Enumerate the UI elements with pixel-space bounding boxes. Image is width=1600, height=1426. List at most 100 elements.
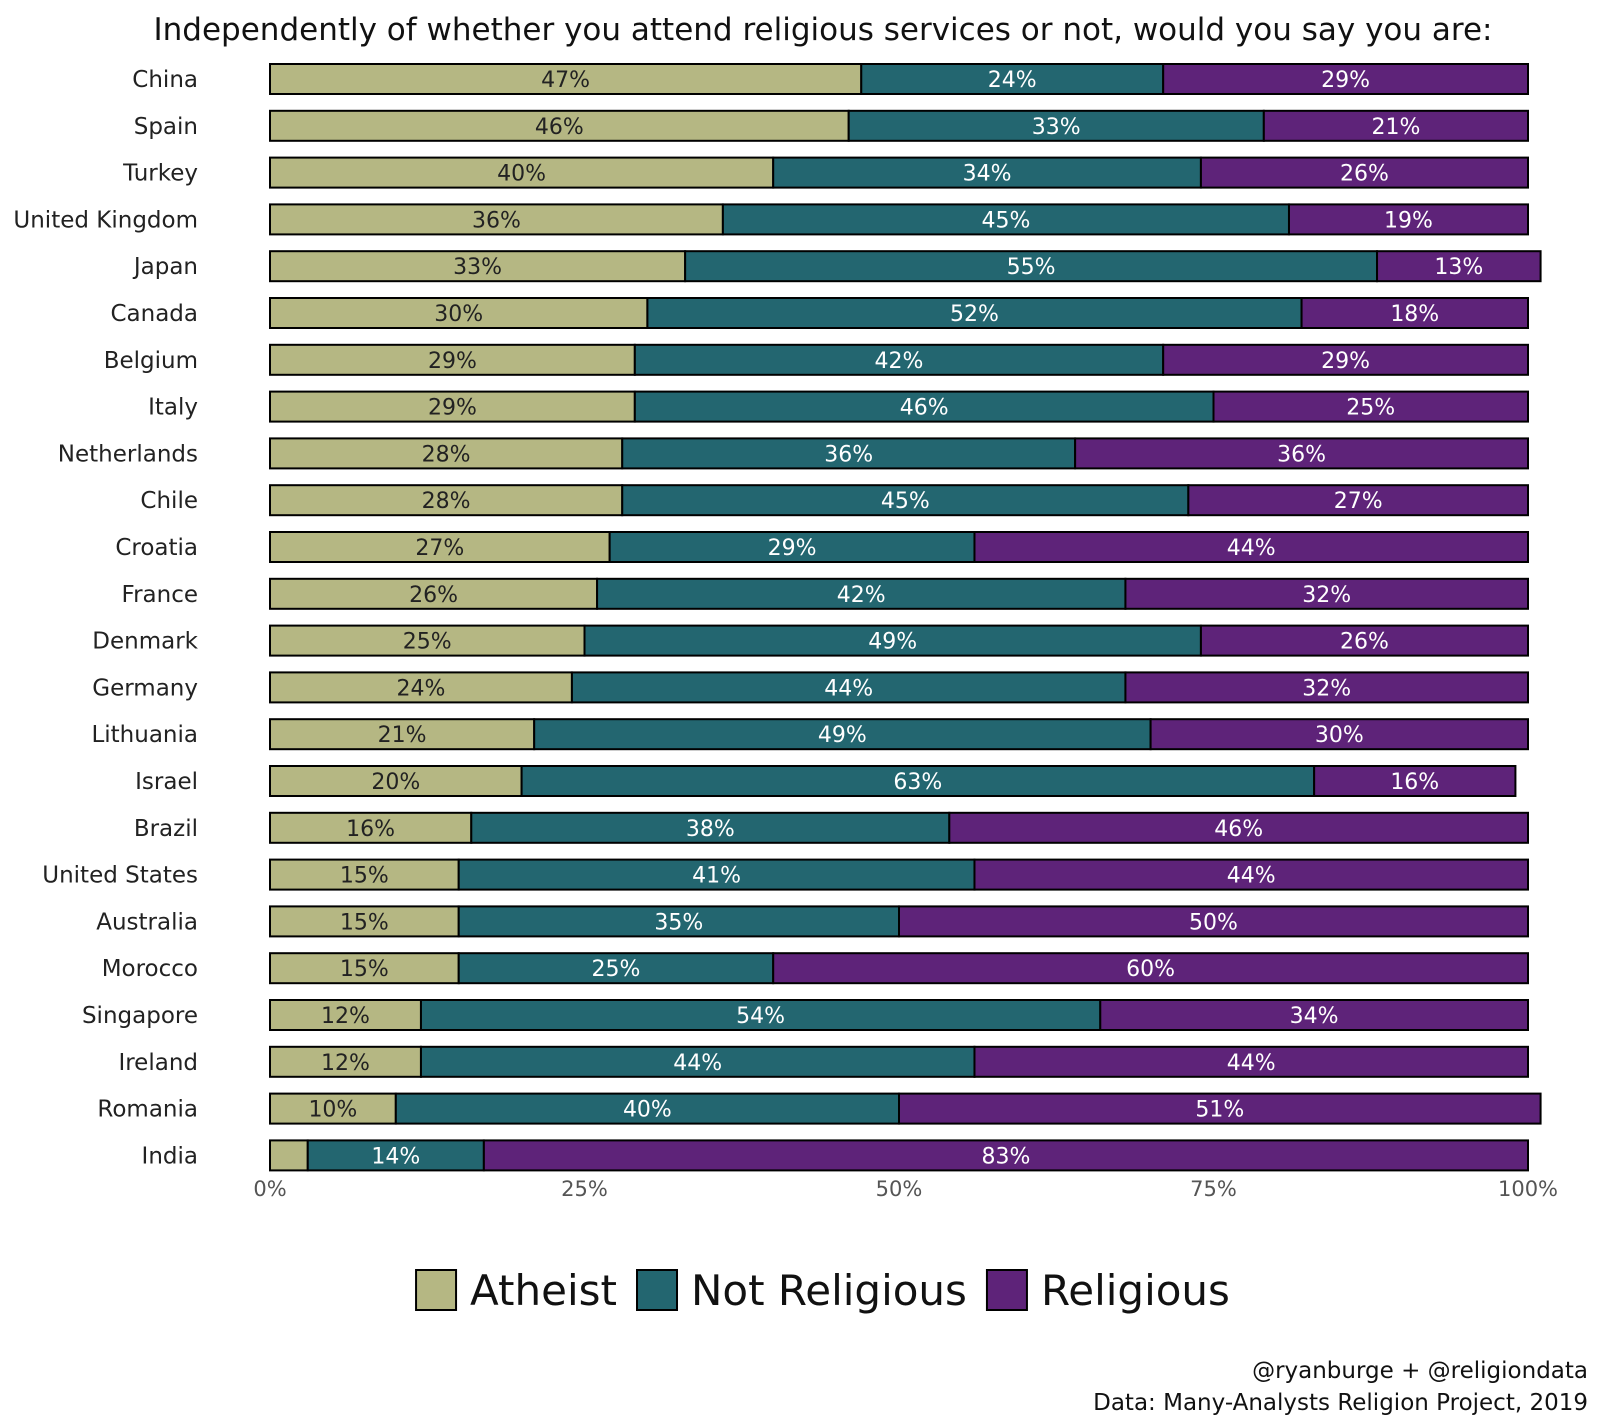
bar-row-united-kingdom: 36% 45% 19%	[269, 203, 1529, 236]
legend-item-religious: Religious	[985, 1266, 1230, 1315]
data-label-religious-turkey: 26%	[1340, 162, 1389, 187]
data-label-not-religious-india: 14%	[371, 1144, 420, 1169]
bar-row-united-states: 15% 41% 44%	[269, 858, 1529, 891]
data-label-atheist-israel: 20%	[371, 770, 420, 795]
bar-not-religious-united-states	[457, 858, 976, 891]
data-label-not-religious-italy: 46%	[900, 396, 949, 421]
country-label-morocco: Morocco	[102, 956, 198, 982]
bars-layer: 47% 24% 29% 46% 33% 21% 40% 34% 26% 36% 45% 19% 33% 5…	[269, 63, 1542, 1172]
bar-atheist-netherlands	[269, 437, 624, 470]
x-tick-label-75: 75%	[1190, 1177, 1237, 1201]
data-label-religious-israel: 16%	[1390, 770, 1439, 795]
bar-not-religious-germany	[570, 671, 1127, 704]
bar-not-religious-spain	[847, 109, 1265, 142]
bar-atheist-italy	[269, 390, 636, 423]
data-label-atheist-italy: 29%	[428, 396, 477, 421]
bar-atheist-brazil	[269, 811, 473, 844]
data-label-religious-spain: 21%	[1371, 115, 1420, 140]
bar-not-religious-canada	[646, 297, 1303, 329]
country-label-belgium: Belgium	[104, 348, 198, 374]
bar-atheist-germany	[269, 671, 573, 704]
data-label-atheist-france: 26%	[409, 583, 458, 608]
country-label-turkey: Turkey	[122, 161, 198, 187]
bar-atheist-belgium	[269, 343, 636, 376]
bar-row-lithuania: 21% 49% 30%	[269, 718, 1529, 751]
bar-atheist-india	[269, 1139, 309, 1172]
country-labels: China Spain Turkey United Kingdom Japan Canad…	[13, 67, 198, 1169]
data-label-religious-france: 32%	[1302, 583, 1351, 608]
legend: Atheist Not Religious Religious	[415, 1266, 1230, 1315]
bar-religious-netherlands	[1074, 437, 1529, 470]
country-label-germany: Germany	[92, 675, 198, 701]
bar-religious-chile	[1187, 484, 1529, 517]
bar-row-canada: 30% 52% 18%	[269, 297, 1530, 329]
data-label-religious-singapore: 34%	[1290, 1004, 1339, 1029]
x-tick-label-0: 0%	[253, 1177, 286, 1201]
bar-row-chile: 28% 45% 27%	[269, 484, 1529, 517]
legend-label-not-religious: Not Religious	[691, 1266, 967, 1315]
bar-religious-japan	[1376, 250, 1542, 283]
bar-atheist-canada	[269, 297, 649, 329]
data-label-not-religious-romania: 40%	[623, 1098, 672, 1123]
bar-religious-united-states	[973, 858, 1529, 891]
bar-row-germany: 24% 44% 32%	[269, 671, 1529, 704]
data-label-religious-germany: 32%	[1302, 676, 1351, 701]
bar-row-japan: 33% 55% 13%	[269, 250, 1542, 283]
bar-atheist-denmark	[269, 624, 586, 657]
data-label-not-religious-canada: 52%	[950, 302, 999, 327]
data-label-atheist-denmark: 25%	[403, 630, 452, 655]
bar-not-religious-israel	[520, 765, 1316, 797]
bar-not-religious-france	[596, 577, 1127, 610]
bar-not-religious-belgium	[633, 343, 1165, 376]
bar-row-turkey: 40% 34% 26%	[269, 156, 1530, 189]
data-label-religious-united-kingdom: 19%	[1384, 208, 1433, 233]
bar-religious-singapore	[1099, 999, 1530, 1031]
data-label-atheist-turkey: 40%	[497, 162, 546, 187]
bar-row-belgium: 29% 42% 29%	[269, 343, 1530, 376]
data-label-atheist-singapore: 12%	[321, 1004, 370, 1029]
bar-row-israel: 20% 63% 16%	[269, 765, 1517, 797]
data-label-not-religious-chile: 45%	[881, 489, 930, 514]
data-label-atheist-germany: 24%	[397, 676, 446, 701]
country-label-united-states: United States	[42, 863, 198, 889]
data-label-not-religious-united-states: 41%	[692, 864, 741, 889]
bar-atheist-chile	[269, 484, 624, 517]
legend-key-religious	[985, 1269, 1028, 1311]
data-label-not-religious-germany: 44%	[824, 676, 873, 701]
bar-atheist-ireland	[269, 1045, 422, 1078]
country-label-france: France	[122, 582, 198, 608]
country-label-china: China	[132, 67, 198, 93]
bar-religious-united-kingdom	[1287, 203, 1529, 236]
country-label-romania: Romania	[97, 1097, 198, 1123]
country-label-croatia: Croatia	[115, 535, 198, 561]
bar-not-religious-brazil	[470, 811, 951, 844]
bar-atheist-croatia	[269, 531, 611, 563]
bar-religious-france	[1124, 577, 1529, 610]
data-label-not-religious-netherlands: 36%	[824, 442, 873, 467]
data-label-atheist-belgium: 29%	[428, 349, 477, 374]
bar-atheist-australia	[269, 905, 460, 938]
bar-religious-ireland	[973, 1045, 1529, 1078]
data-label-atheist-lithuania: 21%	[378, 723, 427, 748]
bar-religious-china	[1162, 63, 1530, 95]
bar-row-australia: 15% 35% 50%	[269, 905, 1529, 938]
data-label-religious-denmark: 26%	[1340, 630, 1389, 655]
data-label-atheist-brazil: 16%	[346, 817, 395, 842]
bar-not-religious-morocco	[457, 952, 775, 985]
bar-row-india: 14% 83%	[269, 1139, 1529, 1172]
country-label-ireland: Ireland	[118, 1050, 198, 1076]
bar-not-religious-chile	[621, 484, 1190, 517]
data-label-religious-india: 83%	[981, 1144, 1030, 1169]
data-label-not-religious-australia: 35%	[654, 910, 703, 935]
legend-item-atheist: Atheist	[415, 1266, 617, 1315]
country-label-australia: Australia	[96, 909, 198, 935]
x-tick-label-100: 100%	[1498, 1177, 1558, 1201]
country-label-israel: Israel	[135, 769, 198, 795]
legend-key-atheist	[415, 1269, 458, 1311]
data-label-religious-netherlands: 36%	[1277, 442, 1326, 467]
bar-row-france: 26% 42% 32%	[269, 577, 1529, 610]
data-label-not-religious-turkey: 34%	[963, 162, 1012, 187]
country-label-united-kingdom: United Kingdom	[13, 207, 198, 233]
data-label-religious-croatia: 44%	[1227, 536, 1276, 561]
